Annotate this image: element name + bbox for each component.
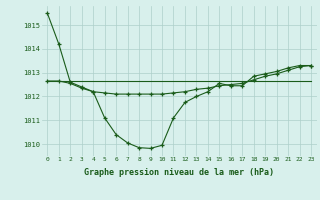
X-axis label: Graphe pression niveau de la mer (hPa): Graphe pression niveau de la mer (hPa) bbox=[84, 168, 274, 177]
